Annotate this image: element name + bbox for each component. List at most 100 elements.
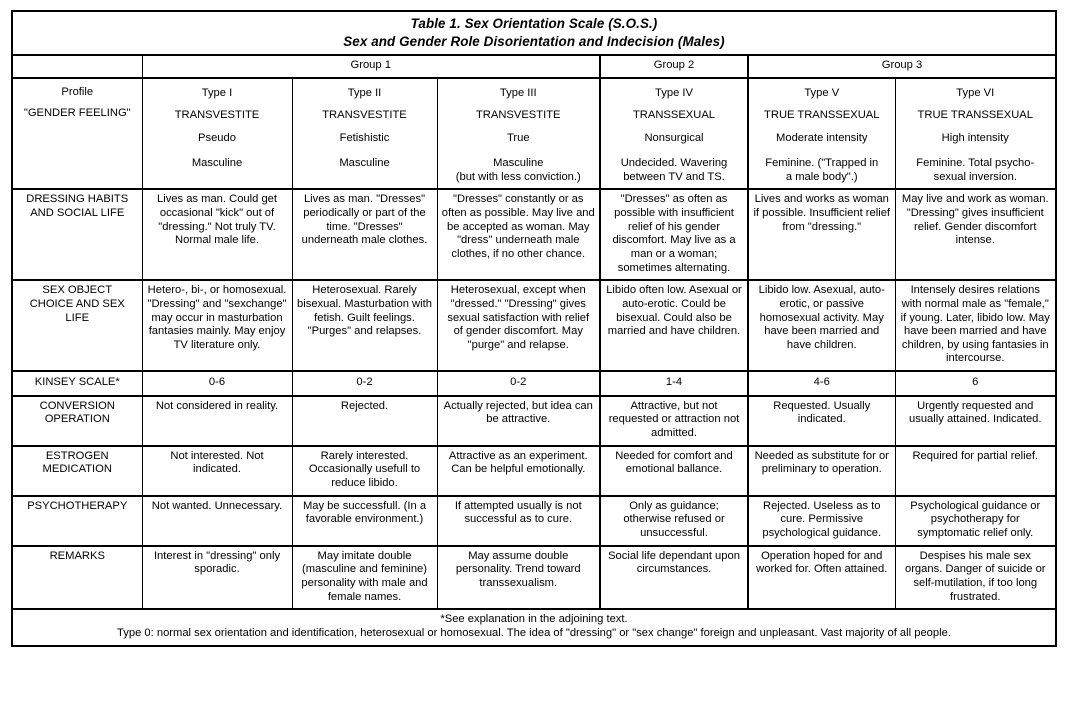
profile-main-3: TRANSVESTITE — [475, 109, 561, 122]
profile-note-4: Undecided. Wavering between TV and TS. — [620, 157, 728, 184]
table-row: REMARKS Interest in "dressing" only spor… — [11, 545, 1058, 611]
profile-type-5: Type V TRUE TRANSSEXUAL Moderate intensi… — [747, 77, 896, 191]
cell-remarks-type-4: Social life dependant upon circumstances… — [599, 545, 749, 611]
group-header-group-2: Group 2 — [599, 54, 749, 80]
profile-type-label-1: Type I — [201, 87, 233, 100]
cell-remarks-type-1: Interest in "dressing" only sporadic. — [141, 545, 293, 611]
cell-conversion-operation-type-6: Urgently requested and usually attained.… — [894, 395, 1058, 447]
table-title: Table 1. Sex Orientation Scale (S.O.S.) … — [10, 9, 1058, 57]
cell-dressing-habits-type-2: Lives as man. "Dresses" periodically or … — [291, 188, 438, 282]
cell-sex-object-choice-type-4: Libido often low. Asexual or auto-erotic… — [599, 279, 749, 373]
cell-dressing-habits-type-1: Lives as man. Could get occasional "kick… — [141, 188, 293, 282]
cell-estrogen-medication-type-1: Not interested. Not indicated. — [141, 445, 293, 497]
cell-conversion-operation-type-1: Not considered in reality. — [141, 395, 293, 447]
profile-main-6: TRUE TRANSSEXUAL — [917, 109, 1033, 122]
cell-kinsey-scale-type-5: 4-6 — [747, 370, 896, 397]
cell-psychotherapy-type-5: Rejected. Useless as to cure. Permissive… — [747, 495, 896, 547]
row-label-conversion-operation: CONVERSION OPERATION — [11, 395, 143, 447]
profile-note-6: Feminine. Total psycho-sexual inversion. — [916, 157, 1035, 184]
cell-psychotherapy-type-1: Not wanted. Unnecessary. — [141, 495, 293, 547]
profile-sub-3: True — [506, 131, 530, 144]
cell-sex-object-choice-type-5: Libido low. Asexual, auto-erotic, or pas… — [747, 279, 896, 373]
profile-type-label-3: Type III — [499, 87, 537, 100]
cell-remarks-type-6: Despises his male sex organs. Danger of … — [894, 545, 1058, 611]
profile-row: Profile "GENDER FEELING" Type I TRANSVES… — [11, 77, 1058, 191]
cell-estrogen-medication-type-5: Needed as substitute for or preliminary … — [747, 445, 896, 497]
cell-remarks-type-2: May imitate double (masculine and femini… — [291, 545, 438, 611]
table-row: SEX OBJECT CHOICE AND SEX LIFE Hetero-, bi… — [11, 279, 1058, 373]
profile-label-line-1: Profile — [61, 86, 94, 99]
table-row: KINSEY SCALE* 0-6 0-2 0-2 1-4 4-6 6 — [11, 370, 1058, 397]
profile-row-label: Profile "GENDER FEELING" — [11, 77, 143, 191]
profile-main-1: TRANSVESTITE — [174, 109, 260, 122]
profile-sub-2: Fetishistic — [339, 131, 390, 144]
cell-kinsey-scale-type-6: 6 — [894, 370, 1058, 397]
profile-sub-4: Nonsurgical — [644, 131, 704, 144]
row-label-dressing-habits: DRESSING HABITS AND SOCIAL LIFE — [11, 188, 143, 282]
row-label-sex-object-choice: SEX OBJECT CHOICE AND SEX LIFE — [11, 279, 143, 373]
cell-remarks-type-3: May assume double personality. Trend tow… — [436, 545, 601, 611]
cell-estrogen-medication-type-2: Rarely interested. Occasionally usefull … — [291, 445, 438, 497]
cell-remarks-type-5: Operation hoped for and worked for. Ofte… — [747, 545, 896, 611]
table-row: ESTROGEN MEDICATION Not interested. Not i… — [11, 445, 1058, 497]
row-label-estrogen-medication: ESTROGEN MEDICATION — [11, 445, 143, 497]
profile-sub-5: Moderate intensity — [776, 131, 868, 144]
profile-main-2: TRANSVESTITE — [322, 109, 407, 122]
title-line-2: Sex and Gender Role Disorientation and I… — [343, 33, 725, 49]
cell-kinsey-scale-type-4: 1-4 — [599, 370, 749, 397]
profile-type-label-4: Type IV — [655, 87, 693, 100]
table-row: DRESSING HABITS AND SOCIAL LIFE Lives as … — [11, 188, 1058, 282]
profile-main-5: TRUE TRANSSEXUAL — [764, 109, 880, 122]
table-footnote: *See explanation in the adjoining text. … — [10, 608, 1058, 647]
profile-note-2: Masculine — [339, 157, 390, 170]
cell-conversion-operation-type-2: Rejected. — [291, 395, 438, 447]
row-label-kinsey-scale: KINSEY SCALE* — [11, 370, 143, 397]
profile-sub-1: Pseudo — [198, 131, 236, 144]
row-label-remarks: REMARKS — [11, 545, 143, 611]
cell-dressing-habits-type-6: May live and work as woman. "Dressing" g… — [894, 188, 1058, 282]
profile-type-3: Type III TRANSVESTITE True Masculine (but… — [436, 77, 601, 191]
title-row: Table 1. Sex Orientation Scale (S.O.S.) … — [10, 9, 1058, 57]
cell-estrogen-medication-type-6: Required for partial relief. — [894, 445, 1058, 497]
profile-type-4: Type IV TRANSSEXUAL Nonsurgical Undecide… — [599, 77, 749, 191]
footnote-row: *See explanation in the adjoining text. … — [10, 608, 1058, 647]
cell-psychotherapy-type-4: Only as guidance; otherwise refused or u… — [599, 495, 749, 547]
table-row: CONVERSION OPERATION Not considered in re… — [11, 395, 1058, 447]
profile-type-label-2: Type II — [347, 87, 382, 100]
footnote-line-1: *See explanation in the adjoining text. — [440, 613, 628, 626]
cell-kinsey-scale-type-1: 0-6 — [141, 370, 293, 397]
sex-orientation-scale-table: Table 1. Sex Orientation Scale (S.O.S.) … — [10, 9, 1058, 647]
group-header-blank — [11, 54, 143, 80]
cell-conversion-operation-type-3: Actually rejected, but idea can be attra… — [436, 395, 601, 447]
cell-conversion-operation-type-4: Attractive, but not requested or attract… — [599, 395, 749, 447]
cell-kinsey-scale-type-2: 0-2 — [291, 370, 438, 397]
profile-main-4: TRANSSEXUAL — [632, 109, 716, 122]
profile-label-line-2: "GENDER FEELING" — [23, 107, 131, 120]
cell-estrogen-medication-type-4: Needed for comfort and emotional ballanc… — [599, 445, 749, 497]
cell-dressing-habits-type-5: Lives and works as woman if possible. In… — [747, 188, 896, 282]
group-header-group-3: Group 3 — [747, 54, 1058, 80]
title-line-1: Table 1. Sex Orientation Scale (S.O.S.) — [410, 16, 658, 31]
cell-dressing-habits-type-3: "Dresses" constantly or as often as poss… — [436, 188, 601, 282]
cell-sex-object-choice-type-6: Intensely desires relations with normal … — [894, 279, 1058, 373]
profile-note-3: Masculine (but with less conviction.) — [455, 157, 581, 184]
cell-conversion-operation-type-5: Requested. Usually indicated. — [747, 395, 896, 447]
profile-type-label-6: Type VI — [956, 87, 995, 100]
footnote-line-2: Type 0: normal sex orientation and ident… — [117, 626, 951, 639]
cell-psychotherapy-type-6: Psychological guidance or psychotherapy … — [894, 495, 1058, 547]
cell-estrogen-medication-type-3: Attractive as an experiment. Can be help… — [436, 445, 601, 497]
cell-sex-object-choice-type-1: Hetero-, bi-, or homosexual. "Dressing" … — [141, 279, 293, 373]
cell-kinsey-scale-type-3: 0-2 — [436, 370, 601, 397]
table-body: Table 1. Sex Orientation Scale (S.O.S.) … — [10, 9, 1058, 647]
group-header-group-1: Group 1 — [141, 54, 601, 80]
profile-note-1: Masculine — [191, 157, 243, 170]
row-label-psychotherapy: PSYCHOTHERAPY — [11, 495, 143, 547]
cell-dressing-habits-type-4: "Dresses" as often as possible with insu… — [599, 188, 749, 282]
profile-type-6: Type VI TRUE TRANSSEXUAL High intensity … — [894, 77, 1058, 191]
cell-sex-object-choice-type-3: Heterosexual, except when "dressed." "Dr… — [436, 279, 601, 373]
profile-type-2: Type II TRANSVESTITE Fetishistic Masculi… — [291, 77, 438, 191]
profile-note-5: Feminine. ("Trapped in a male body".) — [765, 157, 879, 184]
table-row: PSYCHOTHERAPY Not wanted. Unnecessary. M… — [11, 495, 1058, 547]
group-header-row: Group 1 Group 2 Group 3 — [11, 54, 1058, 80]
